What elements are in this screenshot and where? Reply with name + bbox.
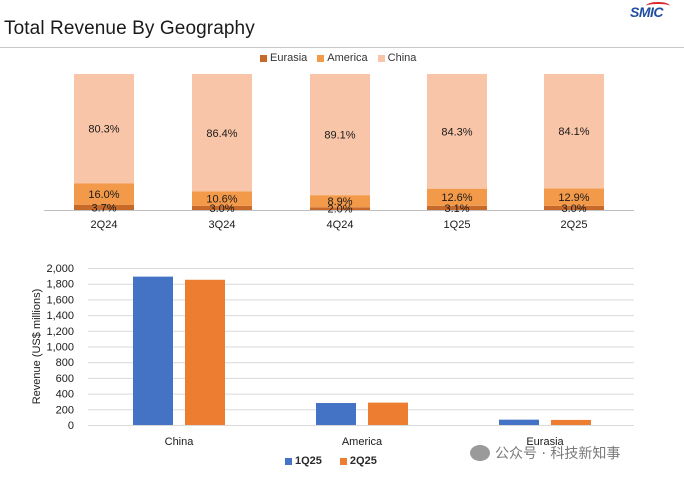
legend-swatch-china [377,54,385,62]
bar-2q25-eurasia [551,419,591,425]
data-label-america-2q25: 12.9% [558,192,589,204]
wechat-icon [470,445,490,461]
watermark: 公众号 · 科技新知事 [470,443,620,463]
bar-segment-america-4q24 [310,195,370,208]
bar-segment-china-4q24 [310,74,370,196]
bar-segment-eurasia-1q25 [427,205,487,210]
x-tick-label-1q25: 1Q25 [444,219,471,231]
x-tick-label-2q25: 2Q25 [561,219,588,231]
bar-segment-china-2q25 [544,74,604,189]
bar-segment-eurasia-4q24 [310,207,370,210]
bar-segment-eurasia-2q24 [74,204,134,210]
data-label-eurasia-2q25: 3.0% [561,203,586,215]
data-label-eurasia-4q24: 2.0% [327,204,352,216]
legend-item-1q25: 1Q25 [285,455,322,467]
legend-swatch-eurasia [260,54,267,62]
y-tick-label-10: 2,000 [46,263,74,275]
y-tick-label-7: 1,400 [46,310,74,322]
data-label-eurasia-2q24: 3.7% [91,202,116,214]
page-title: Total Revenue By Geography [4,18,255,39]
legend-label-eurasia: Eurasia [270,52,308,64]
bar-segment-china-1q25 [427,74,487,189]
legend-label-america: America [327,52,368,64]
top-chart-legend: Eurasia America China [260,52,416,64]
bar-segment-eurasia-2q25 [544,205,604,210]
data-label-america-3q24: 10.6% [206,194,237,206]
bar-1q25-eurasia [499,419,539,425]
data-label-america-1q25: 12.6% [441,192,472,204]
y-tick-label-0: 0 [68,420,74,432]
data-label-america-4q24: 8.9% [327,196,352,208]
bar-2q25-america [368,402,408,425]
watermark-text: 公众号 · 科技新知事 [495,446,621,462]
data-label-china-2q25: 84.1% [558,126,589,138]
y-tick-label-3: 600 [56,373,74,385]
title-divider [0,47,684,48]
x-tick-label-china: China [165,436,195,448]
legend-label-2q25: 2Q25 [349,455,377,467]
bottom-chart-legend: 1Q25 2Q25 [285,455,377,467]
y-tick-label-8: 1,600 [46,294,74,306]
y-tick-label-9: 1,800 [46,279,74,291]
legend-item-eurasia: Eurasia [260,52,307,64]
x-tick-label-3q24: 3Q24 [209,219,236,231]
stacked-percent-bar-chart: 80.3%16.0%3.7%2Q2486.4%10.6%3.0%3Q2489.1… [44,74,634,231]
bar-segment-china-3q24 [192,74,252,192]
y-tick-label-4: 800 [56,357,74,369]
bar-segment-america-3q24 [192,191,252,206]
data-label-america-2q24: 16.0% [88,189,119,201]
data-label-china-2q24: 80.3% [88,124,119,136]
data-label-china-4q24: 89.1% [324,130,355,142]
smic-logo: SMIC [630,4,664,20]
data-label-eurasia-1q25: 3.1% [444,203,469,215]
logo-arc-icon [646,2,670,10]
data-label-china-3q24: 86.4% [206,128,237,140]
y-tick-label-1: 200 [56,404,74,416]
legend-swatch-1q25 [285,457,292,465]
x-tick-label-2q24: 2Q24 [91,219,118,231]
x-tick-label-america: America [342,436,383,448]
legend-label-china: China [387,52,417,64]
bar-1q25-china [133,276,173,425]
bar-segment-eurasia-3q24 [192,205,252,210]
legend-swatch-2q25 [339,457,347,465]
data-label-china-1q25: 84.3% [441,126,472,138]
y-tick-label-6: 1,200 [46,326,74,338]
legend-swatch-america [317,54,325,62]
bar-segment-america-2q25 [544,188,604,206]
x-tick-label-4q24: 4Q24 [327,219,354,231]
bar-segment-america-2q24 [74,183,134,205]
y-tick-label-2: 400 [56,389,74,401]
bar-1q25-america [316,403,356,425]
y-tick-label-5: 1,000 [46,342,74,354]
legend-item-china: China [377,52,417,64]
bar-2q25-china [185,279,225,425]
data-label-eurasia-3q24: 3.0% [209,203,234,215]
bar-segment-america-1q25 [427,188,487,206]
legend-label-1q25: 1Q25 [295,455,322,467]
y-axis-title: Revenue (US$ millions) [31,289,43,405]
x-tick-label-eurasia: Eurasia [526,436,564,448]
legend-item-2q25: 2Q25 [339,455,377,467]
bar-segment-china-2q24 [74,74,134,184]
legend-item-america: America [317,52,368,64]
